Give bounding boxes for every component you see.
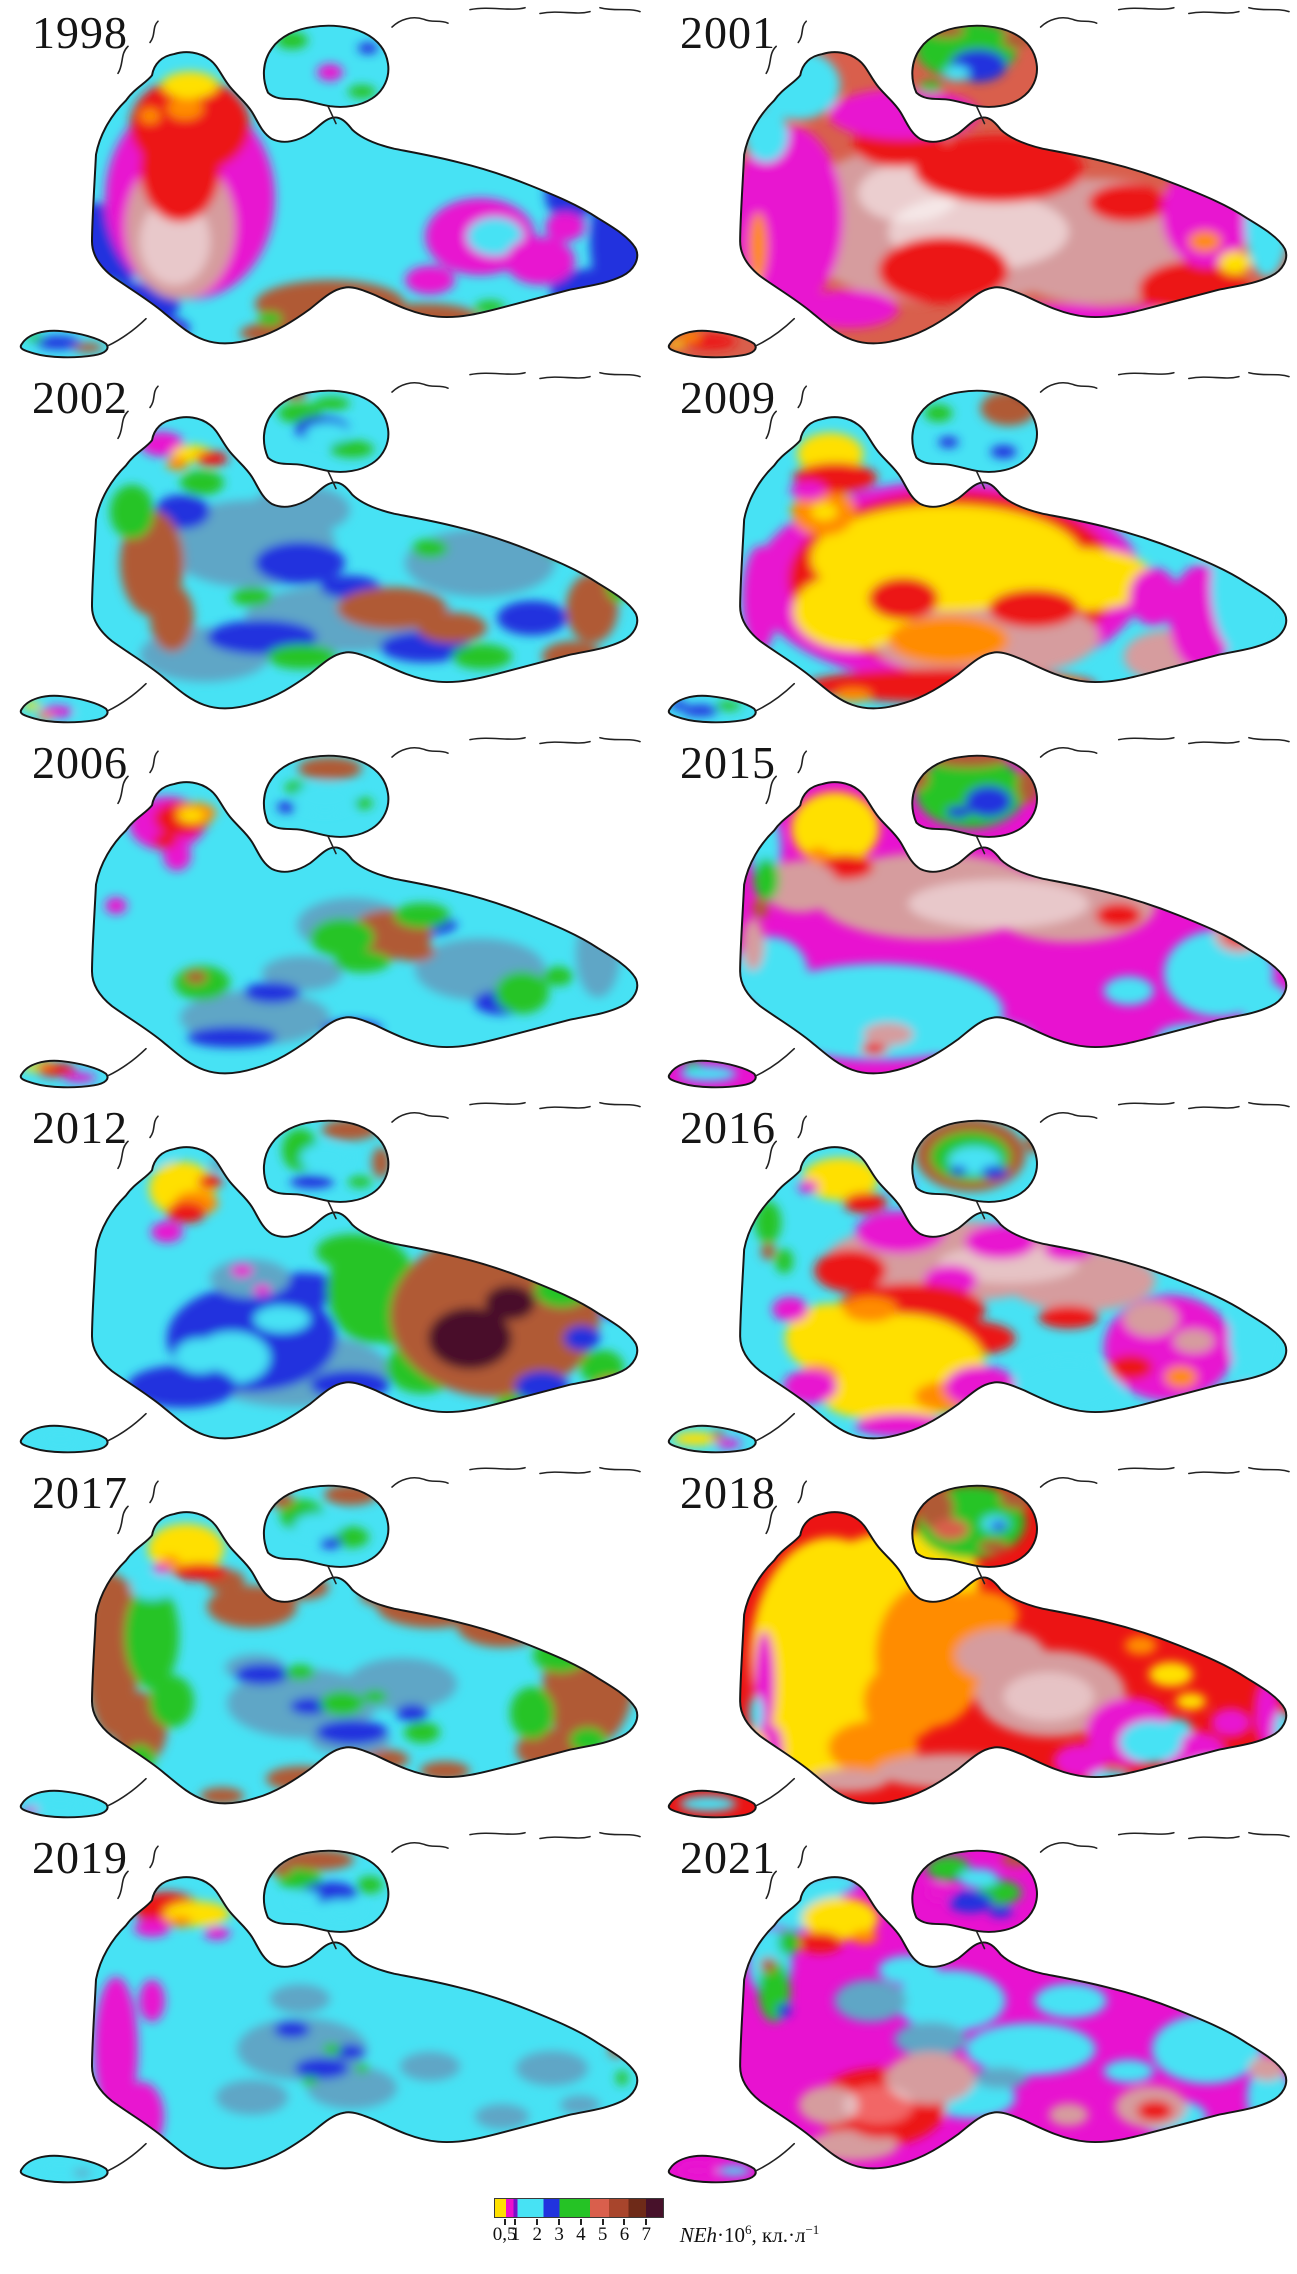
- map-panel-2021: 2021: [648, 1825, 1297, 2190]
- year-label: 2006: [32, 737, 128, 788]
- legend-unit-label: NEh·106, кл.·л−1: [680, 2222, 820, 2248]
- sea-map-svg: [667, 1831, 1290, 2184]
- legend-tick-label: 5: [597, 2224, 608, 2245]
- legend-tick-label: 1: [510, 2224, 521, 2245]
- map-panel-2019: 2019: [0, 1825, 648, 2190]
- map-panel-2017: 2017: [0, 1460, 648, 1825]
- legend-tick: [503, 2219, 506, 2225]
- sea-map-svg: [19, 371, 641, 724]
- sea-map-svg: [19, 736, 641, 1089]
- legend: 0,5 1 2 3 4 5 6 7 NEh·106, кл.·л−1: [8, 2190, 1297, 2274]
- map-panel-2012: 2012: [0, 1095, 648, 1460]
- legend-tick: [601, 2219, 604, 2225]
- sea-map-svg: [19, 1101, 641, 1454]
- map-panel-2018: 2018: [648, 1460, 1297, 1825]
- legend-tick-label: 2: [532, 2224, 543, 2245]
- map-panel-2016: 2016: [648, 1095, 1297, 1460]
- legend-tick-label: 7: [641, 2224, 651, 2245]
- year-label: 2015: [680, 737, 776, 788]
- legend-tick: [645, 2219, 648, 2225]
- sea-map-svg: [19, 1831, 641, 2184]
- legend-unit-sup2: −1: [805, 2222, 820, 2237]
- sea-map-svg: [19, 1466, 641, 1819]
- legend-unit-sup: 6: [745, 2222, 752, 2237]
- sea-map-svg: [19, 6, 641, 359]
- year-label: 2017: [32, 1467, 128, 1518]
- year-label: 2001: [680, 7, 776, 58]
- map-panel-2001: 2001: [648, 0, 1297, 365]
- year-label: 2018: [680, 1467, 776, 1518]
- legend-tick-label: 6: [619, 2224, 630, 2245]
- sea-map-svg: [667, 371, 1290, 724]
- sea-map-svg: [667, 1101, 1290, 1454]
- year-label: 2002: [32, 372, 128, 423]
- legend-tick-label: 0,5: [492, 2224, 517, 2245]
- map-panel-2015: 2015: [648, 730, 1297, 1095]
- year-label: 2016: [680, 1102, 776, 1153]
- legend-tick: [623, 2219, 626, 2225]
- legend-tick-label: 4: [576, 2224, 586, 2245]
- legend-unit-prefix: NEh: [679, 2223, 718, 2247]
- year-label: 2021: [680, 1832, 776, 1883]
- panel-grid: 1998 2001: [0, 0, 1297, 2190]
- legend-colorbar: [493, 2198, 664, 2218]
- legend-tick: [579, 2219, 582, 2225]
- legend-colorbar-wrap: 0,5 1 2 3 4 5 6 7: [492, 2198, 664, 2250]
- legend-tick: [558, 2219, 561, 2225]
- legend-unit-mid: ·10: [717, 2223, 746, 2247]
- legend-tick-label: 3: [554, 2224, 564, 2245]
- map-panel-1998: 1998: [0, 0, 648, 365]
- map-panel-2002: 2002: [0, 365, 648, 730]
- map-panel-2009: 2009: [648, 365, 1297, 730]
- map-panel-2006: 2006: [0, 730, 648, 1095]
- sea-map-svg: [667, 1466, 1290, 1819]
- legend-unit-tail: , кл.·л: [751, 2223, 806, 2247]
- legend-tick: [536, 2219, 539, 2225]
- year-label: 2009: [680, 372, 776, 423]
- year-label: 2012: [32, 1102, 128, 1153]
- year-label: 2019: [32, 1832, 128, 1883]
- legend-tick: [514, 2219, 517, 2225]
- sea-map-svg: [667, 6, 1290, 359]
- sea-map-svg: [667, 736, 1290, 1089]
- year-label: 1998: [32, 7, 128, 58]
